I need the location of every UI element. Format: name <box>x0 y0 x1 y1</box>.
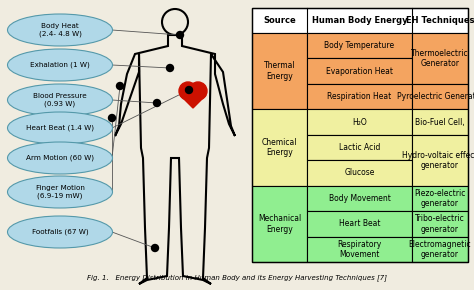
Text: Source: Source <box>263 16 296 25</box>
Text: Body Movement: Body Movement <box>328 194 391 203</box>
Text: H₂O: H₂O <box>352 117 367 126</box>
Circle shape <box>109 115 116 122</box>
Text: Thermoelectric
Generator: Thermoelectric Generator <box>411 49 469 68</box>
Bar <box>412 237 468 262</box>
Text: Pyroelectric Generator: Pyroelectric Generator <box>397 92 474 101</box>
Text: Respiration Heat: Respiration Heat <box>328 92 392 101</box>
Circle shape <box>154 99 161 106</box>
Text: Human Body Energy: Human Body Energy <box>312 16 407 25</box>
Ellipse shape <box>8 216 112 248</box>
Bar <box>307 135 412 160</box>
Ellipse shape <box>8 84 112 116</box>
Bar <box>307 109 412 135</box>
Text: Chemical
Energy: Chemical Energy <box>262 138 297 157</box>
Text: Heart Beat (1.4 W): Heart Beat (1.4 W) <box>26 125 94 131</box>
Text: Blood Pressure
(0.93 W): Blood Pressure (0.93 W) <box>33 93 87 107</box>
Text: Bio-Fuel Cell,: Bio-Fuel Cell, <box>415 117 465 126</box>
Bar <box>412 33 468 84</box>
Bar <box>412 135 468 186</box>
Circle shape <box>185 86 192 93</box>
Ellipse shape <box>8 176 112 208</box>
Bar <box>412 186 468 211</box>
Text: Electromagnetic
generator: Electromagnetic generator <box>409 240 471 259</box>
Circle shape <box>152 244 158 251</box>
Text: Body Heat
(2.4- 4.8 W): Body Heat (2.4- 4.8 W) <box>38 23 82 37</box>
Ellipse shape <box>8 112 112 144</box>
Bar <box>252 33 307 109</box>
Text: Fig. 1.   Energy Distribution in Human Body and its Energy Harvesting Techniques: Fig. 1. Energy Distribution in Human Bod… <box>87 275 387 281</box>
Circle shape <box>166 64 173 72</box>
Bar <box>307 211 412 237</box>
Bar <box>307 33 412 59</box>
Circle shape <box>176 32 183 39</box>
Circle shape <box>117 82 124 90</box>
Bar <box>307 59 412 84</box>
Bar <box>307 84 412 109</box>
Bar <box>252 8 468 262</box>
Text: Glucose: Glucose <box>344 168 374 177</box>
Text: Arm Motion (60 W): Arm Motion (60 W) <box>26 155 94 161</box>
Bar <box>307 186 412 211</box>
Bar <box>412 211 468 237</box>
Ellipse shape <box>8 142 112 174</box>
Bar <box>252 8 468 33</box>
Text: Body Temperature: Body Temperature <box>324 41 394 50</box>
Ellipse shape <box>8 49 112 81</box>
Text: Footfalls (67 W): Footfalls (67 W) <box>32 229 88 235</box>
Text: Tribo-electric
generator: Tribo-electric generator <box>415 214 465 233</box>
Circle shape <box>189 82 207 100</box>
Text: EH Techniques: EH Techniques <box>406 16 474 25</box>
Bar <box>307 237 412 262</box>
Text: Finger Motion
(6.9-19 mW): Finger Motion (6.9-19 mW) <box>36 185 84 199</box>
Text: Respiratory
Movement: Respiratory Movement <box>337 240 382 259</box>
Bar <box>412 84 468 109</box>
Text: Lactic Acid: Lactic Acid <box>339 143 380 152</box>
Text: Thermal
Energy: Thermal Energy <box>264 61 295 81</box>
Bar <box>252 109 307 186</box>
Text: Piezo-electric
generator: Piezo-electric generator <box>414 189 465 208</box>
Ellipse shape <box>8 14 112 46</box>
Bar <box>252 186 307 262</box>
Circle shape <box>179 82 197 100</box>
Text: Hydro-voltaic effect
generator: Hydro-voltaic effect generator <box>402 151 474 170</box>
Text: Mechanical
Energy: Mechanical Energy <box>258 214 301 233</box>
Text: Evaporation Heat: Evaporation Heat <box>326 67 393 76</box>
Bar <box>412 109 468 135</box>
Text: Heart Beat: Heart Beat <box>339 219 380 228</box>
Text: Exhalation (1 W): Exhalation (1 W) <box>30 62 90 68</box>
Bar <box>307 160 412 186</box>
Polygon shape <box>180 95 206 108</box>
